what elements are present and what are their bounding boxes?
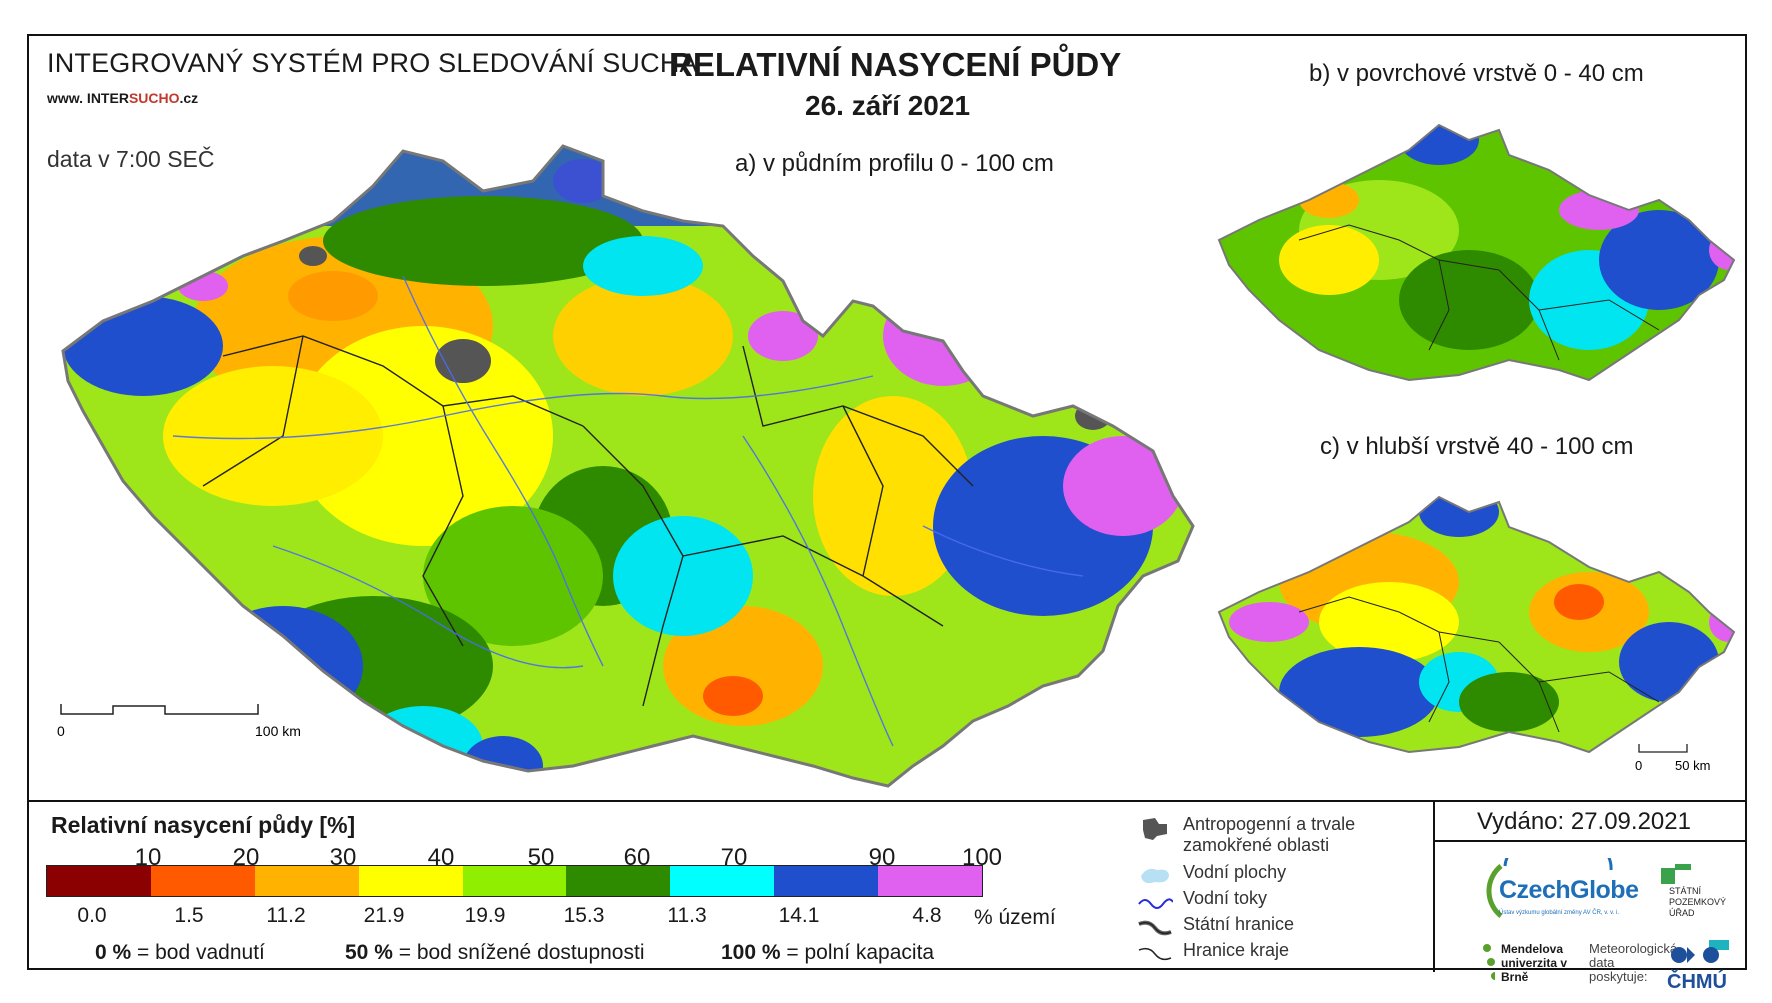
legend-percentage: 11.3 — [667, 904, 707, 927]
map-c-deeper-layer: 0 50 km — [1217, 495, 1736, 773]
system-title: INTEGROVANÝ SYSTÉM PRO SLEDOVÁNÍ SUCHA — [47, 48, 698, 78]
legend-percentage: 1.5 — [174, 904, 204, 927]
state-border-icon — [1138, 920, 1172, 936]
mendel-logo[interactable]: Mendelova univerzita v Brně — [1481, 942, 1571, 984]
definition-100-value: 100 % — [721, 941, 781, 964]
water-body-icon — [1141, 868, 1169, 884]
footer-divider — [1433, 802, 1435, 972]
page-title: RELATIVNÍ NASYCENÍ PŮDY — [669, 46, 1122, 83]
legend-title: Relativní nasycení půdy [%] — [51, 812, 356, 838]
czechglobe-arc-icon — [1486, 858, 1613, 918]
meteo-credit: Meteorologická data poskytuje: — [1589, 941, 1678, 984]
definition-0-text: = bod vadnutí — [137, 941, 265, 964]
scale-small-50: 50 km — [1675, 758, 1710, 773]
legend-swatch — [47, 866, 151, 896]
chmu-logo-mark — [1669, 944, 1729, 971]
spu-text: STÁTNÍ POZEMKOVÝ ÚŘAD — [1669, 886, 1727, 918]
issued-divider — [1435, 840, 1747, 842]
legend-percentage: 0.0 — [77, 904, 107, 927]
czechglobe-subtitle: Ústav výzkumu globální změny AV ČR, v. v… — [1499, 910, 1620, 916]
legend-divider — [29, 800, 1745, 802]
data-time: data v 7:00 SEČ — [47, 146, 215, 172]
chmu-logo[interactable]: ČHMÚ — [1667, 971, 1727, 993]
issued-date: Vydáno: 27.09.2021 — [1477, 808, 1691, 835]
definition-0: 0 % = bod vadnutí — [95, 941, 265, 965]
website-link[interactable]: www. INTERSUCHO.cz — [47, 90, 198, 106]
legend-swatch — [878, 866, 983, 896]
mendel-dots-icon — [1483, 944, 1495, 980]
website-accent: SUCHO — [128, 90, 180, 106]
legend-streams-label: Vodní toky — [1183, 888, 1268, 908]
legend-swatch — [150, 866, 255, 896]
map-b-surface-layer — [1217, 123, 1736, 382]
scale-small-0: 0 — [1635, 758, 1642, 773]
chmu-mark-icon — [1671, 947, 1719, 963]
scale-main-100: 100 km — [255, 723, 301, 739]
page-date: 26. září 2021 — [805, 90, 971, 121]
map-frame: INTEGROVANÝ SYSTÉM PRO SLEDOVÁNÍ SUCHA w… — [27, 34, 1747, 993]
spu-mark-icon — [1661, 864, 1729, 950]
map-a-soil-profile: 0 100 km — [57, 144, 1195, 788]
definition-100-text: = polní kapacita — [786, 941, 935, 964]
spu-logo[interactable]: STÁTNÍ POZEMKOVÝ ÚŘAD — [1659, 862, 1739, 952]
scale-bar-main: 0 100 km — [57, 704, 301, 739]
scale-main-0: 0 — [57, 723, 65, 739]
legend-anthropogenic: Antropogenní a trvale zamokřené oblasti — [1137, 814, 1363, 856]
legend-swatch — [462, 866, 567, 896]
legend-swatch — [254, 866, 359, 896]
legend-water-bodies-label: Vodní plochy — [1183, 862, 1287, 882]
definition-100: 100 % = polní kapacita — [721, 941, 934, 965]
legend-state-border-label: Státní hranice — [1183, 914, 1295, 934]
legend-swatch — [358, 866, 463, 896]
definition-0-value: 0 % — [95, 941, 132, 964]
legend-streams: Vodní toky — [1137, 888, 1267, 916]
legend-region-border-label: Hranice kraje — [1183, 940, 1290, 960]
map-b-label: b) v povrchové vrstvě 0 - 40 cm — [1309, 60, 1644, 87]
website-suffix: .cz — [179, 90, 199, 106]
legend-colour-bar — [46, 865, 983, 897]
legend-swatch — [670, 866, 775, 896]
definition-50-text: = bod snížené dostupnosti — [398, 941, 645, 964]
czechglobe-logo[interactable]: CzechGlobe Ústav výzkumu globální změny … — [1481, 858, 1639, 928]
legend-swatch — [774, 866, 879, 896]
legend-percentage: 4.8 — [912, 904, 942, 927]
legend-percentage: 14.1 — [778, 904, 820, 927]
website-prefix: www. INTER — [47, 90, 129, 106]
region-border-icon — [1138, 947, 1172, 961]
legend-percentage-unit: % území — [974, 906, 1056, 929]
legend-percentage: 21.9 — [363, 904, 405, 927]
definition-50: 50 % = bod snížené dostupnosti — [345, 941, 644, 965]
legend-region-border: Hranice kraje — [1137, 940, 1289, 968]
czechglobe-text: CzechGlobe — [1499, 876, 1639, 904]
legend-water-bodies: Vodní plochy — [1137, 862, 1286, 890]
legend-anthropogenic-label: Antropogenní a trvale zamokřené oblasti — [1183, 814, 1356, 855]
map-a-label: a) v půdním profilu 0 - 100 cm — [735, 150, 1054, 177]
mendel-text: Mendelova univerzita v Brně — [1501, 942, 1568, 984]
map-c-label: c) v hlubší vrstvě 40 - 100 cm — [1320, 433, 1634, 460]
legend-swatch — [566, 866, 671, 896]
stream-icon — [1138, 898, 1173, 909]
legend-percentage: 19.9 — [464, 904, 506, 927]
legend-percentage: 15.3 — [563, 904, 605, 927]
definition-50-value: 50 % — [345, 941, 393, 964]
anthropogenic-area-icon — [1143, 818, 1167, 840]
legend-state-border: Státní hranice — [1137, 914, 1294, 942]
legend-percentage: 11.2 — [266, 904, 306, 927]
scale-bar-small: 0 50 km — [1635, 744, 1710, 773]
